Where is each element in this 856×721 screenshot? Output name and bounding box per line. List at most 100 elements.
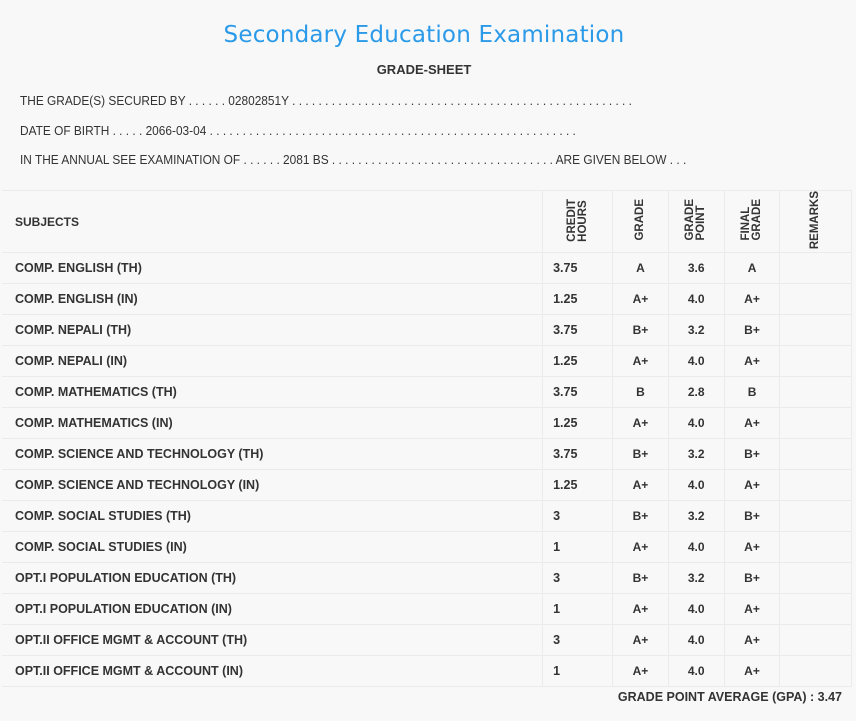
- table-row: COMP. SOCIAL STUDIES (IN) 1 A+ 4.0 A+: [2, 531, 852, 564]
- credit-hours-cell: 3.75: [542, 438, 614, 471]
- remarks-cell: [779, 283, 852, 316]
- credit-hours-header: CREDIT HOURS: [565, 198, 589, 242]
- credit-hours-cell: 1.25: [542, 469, 614, 502]
- grade-cell: B+: [612, 500, 669, 533]
- grade-point-header: GRADE POINT: [684, 199, 708, 241]
- table-row: OPT.I POPULATION EDUCATION (IN) 1 A+ 4.0 A+: [2, 593, 852, 626]
- credit-hours-cell: 3: [542, 624, 614, 657]
- grade-point-cell: 4.0: [667, 283, 725, 316]
- grade-cell: A: [612, 252, 669, 285]
- table-row: COMP. NEPALI (TH) 3.75 B+ 3.2 B+: [2, 314, 852, 347]
- secured-by-line: THE GRADE(S) SECURED BY . . . . . . 0280…: [20, 94, 632, 108]
- final-grade-cell: A+: [723, 345, 781, 378]
- subject-cell: COMP. NEPALI (IN): [2, 345, 544, 378]
- grade-cell: B+: [612, 314, 669, 347]
- table-row: COMP. ENGLISH (TH) 3.75 A 3.6 A: [2, 252, 852, 285]
- subject-cell: OPT.I POPULATION EDUCATION (TH): [2, 562, 544, 595]
- subject-cell: COMP. SOCIAL STUDIES (TH): [2, 500, 544, 533]
- subject-cell: COMP. MATHEMATICS (TH): [2, 376, 544, 409]
- credit-hours-cell: 1.25: [542, 345, 614, 378]
- table-row: COMP. SCIENCE AND TECHNOLOGY (TH) 3.75 B+ 3…: [2, 438, 852, 471]
- credit-hours-cell: 1.25: [542, 283, 614, 316]
- grade-point-cell: 3.2: [667, 438, 725, 471]
- date-of-birth-line: DATE OF BIRTH . . . . . 2066-03-04 . . .…: [20, 124, 576, 138]
- grade-point-cell: 3.2: [667, 314, 725, 347]
- grade-point-cell: 4.0: [667, 407, 725, 440]
- grade-point-cell: 4.0: [667, 655, 725, 688]
- remarks-cell: [779, 531, 852, 564]
- final-grade-cell: B+: [723, 314, 781, 347]
- remarks-header: REMARKS: [809, 191, 822, 250]
- final-grade-cell: B+: [723, 562, 781, 595]
- credit-hours-cell: 1: [542, 593, 614, 626]
- grade-point-cell: 4.0: [667, 624, 725, 657]
- grade-point-cell: 4.0: [667, 345, 725, 378]
- grade-point-cell: 3.2: [667, 562, 725, 595]
- grade-cell: A+: [612, 593, 669, 626]
- remarks-cell: [779, 469, 852, 502]
- grade-cell: A+: [612, 345, 669, 378]
- subject-cell: COMP. NEPALI (TH): [2, 314, 544, 347]
- subject-cell: COMP. SOCIAL STUDIES (IN): [2, 531, 544, 564]
- table-row: COMP. NEPALI (IN) 1.25 A+ 4.0 A+: [2, 345, 852, 378]
- grade-header: GRADE: [633, 199, 646, 241]
- subject-cell: OPT.II OFFICE MGMT & ACCOUNT (IN): [2, 655, 544, 688]
- final-grade-cell: B+: [723, 438, 781, 471]
- table-row: COMP. SCIENCE AND TECHNOLOGY (IN) 1.25 A+ 4…: [2, 469, 852, 502]
- gpa-summary: GRADE POINT AVERAGE (GPA) : 3.47: [617, 690, 842, 704]
- final-grade-cell: A+: [723, 593, 781, 626]
- table-row: OPT.I POPULATION EDUCATION (TH) 3 B+ 3.2 B+: [2, 562, 852, 595]
- grade-cell: A+: [612, 407, 669, 440]
- grade-point-cell: 3.2: [667, 500, 725, 533]
- table-row: OPT.II OFFICE MGMT & ACCOUNT (IN) 1 A+ 4.0 A…: [2, 655, 852, 688]
- final-grade-header: FINAL GRADE: [740, 199, 764, 241]
- final-grade-cell: B+: [723, 500, 781, 533]
- credit-hours-cell: 1.25: [542, 407, 614, 440]
- grade-cell: A+: [612, 624, 669, 657]
- remarks-cell: [779, 655, 852, 688]
- credit-hours-cell: 3.75: [542, 252, 614, 285]
- remarks-cell: [779, 624, 852, 657]
- remarks-cell: [779, 252, 852, 285]
- subject-cell: COMP. ENGLISH (IN): [2, 283, 544, 316]
- grade-cell: B: [612, 376, 669, 409]
- grade-point-cell: 4.0: [667, 531, 725, 564]
- examination-line: IN THE ANNUAL SEE EXAMINATION OF . . . .…: [20, 153, 687, 167]
- grade-sheet-heading: GRADE-SHEET: [376, 62, 472, 77]
- subject-cell: COMP. SCIENCE AND TECHNOLOGY (IN): [2, 469, 544, 502]
- final-grade-cell: A+: [723, 283, 781, 316]
- grade-cell: A+: [612, 531, 669, 564]
- credit-hours-cell: 1: [542, 531, 614, 564]
- grade-point-cell: 3.6: [667, 252, 725, 285]
- grade-cell: B+: [612, 562, 669, 595]
- grade-point-cell: 2.8: [667, 376, 725, 409]
- subject-cell: COMP. MATHEMATICS (IN): [2, 407, 544, 440]
- grade-cell: B+: [612, 438, 669, 471]
- final-grade-cell: A+: [723, 655, 781, 688]
- table-row: COMP. MATHEMATICS (IN) 1.25 A+ 4.0 A+: [2, 407, 852, 440]
- credit-hours-cell: 1: [542, 655, 614, 688]
- subject-cell: OPT.I POPULATION EDUCATION (IN): [2, 593, 544, 626]
- credit-hours-cell: 3.75: [542, 376, 614, 409]
- table-row: OPT.II OFFICE MGMT & ACCOUNT (TH) 3 A+ 4.0 A…: [2, 624, 852, 657]
- subject-cell: OPT.II OFFICE MGMT & ACCOUNT (TH): [2, 624, 544, 657]
- remarks-cell: [779, 407, 852, 440]
- final-grade-cell: A+: [723, 531, 781, 564]
- remarks-cell: [779, 314, 852, 347]
- remarks-cell: [779, 438, 852, 471]
- grade-cell: A+: [612, 469, 669, 502]
- table-row: COMP. MATHEMATICS (TH) 3.75 B 2.8 B: [2, 376, 852, 409]
- remarks-cell: [779, 593, 852, 626]
- final-grade-cell: A: [723, 252, 781, 285]
- remarks-cell: [779, 376, 852, 409]
- remarks-cell: [779, 345, 852, 378]
- subjects-header: SUBJECTS: [2, 189, 544, 254]
- final-grade-cell: B: [723, 376, 781, 409]
- table-row: COMP. ENGLISH (IN) 1.25 A+ 4.0 A+: [2, 283, 852, 316]
- credit-hours-cell: 3: [542, 562, 614, 595]
- remarks-cell: [779, 562, 852, 595]
- grades-table: SUBJECTS CREDIT HOURS GRADE GRADE POINT …: [2, 189, 852, 688]
- page-title: Secondary Education Examination: [223, 22, 625, 48]
- table-row: COMP. SOCIAL STUDIES (TH) 3 B+ 3.2 B+: [2, 500, 852, 533]
- subject-cell: COMP. ENGLISH (TH): [2, 252, 544, 285]
